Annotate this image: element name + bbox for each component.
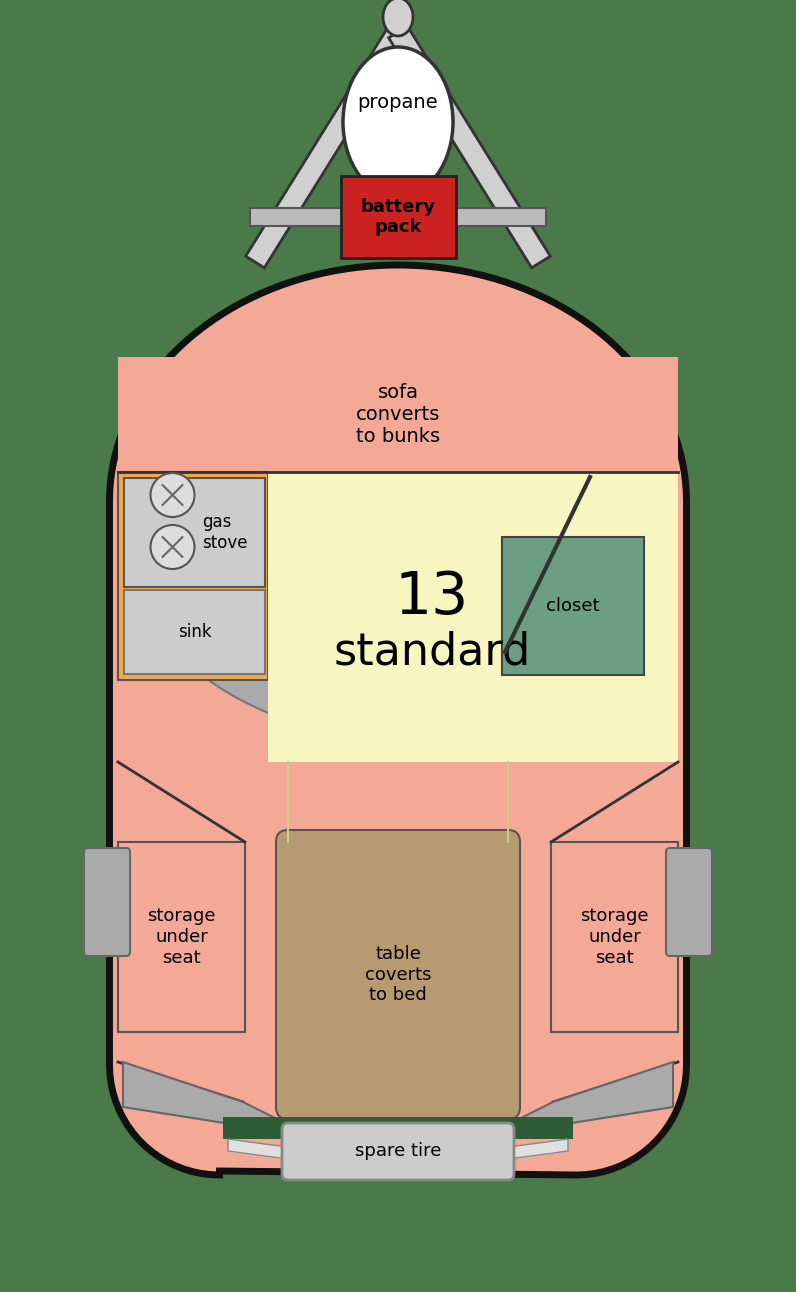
Text: 13: 13: [395, 568, 469, 625]
FancyBboxPatch shape: [124, 590, 265, 674]
FancyBboxPatch shape: [118, 842, 245, 1032]
FancyBboxPatch shape: [250, 208, 546, 226]
Polygon shape: [388, 26, 550, 267]
Text: sofa
converts
to bunks: sofa converts to bunks: [356, 382, 440, 446]
FancyBboxPatch shape: [223, 1118, 573, 1140]
Circle shape: [150, 525, 194, 568]
FancyBboxPatch shape: [276, 829, 520, 1119]
Polygon shape: [118, 762, 678, 1102]
FancyBboxPatch shape: [666, 848, 712, 956]
Text: storage
under
seat: storage under seat: [580, 907, 649, 966]
Text: standard: standard: [334, 630, 531, 673]
Text: closet: closet: [546, 597, 599, 615]
Polygon shape: [246, 26, 408, 267]
Polygon shape: [228, 1140, 568, 1165]
FancyBboxPatch shape: [124, 478, 265, 587]
Polygon shape: [119, 550, 677, 738]
FancyBboxPatch shape: [84, 848, 130, 956]
Ellipse shape: [383, 0, 413, 36]
Circle shape: [150, 473, 194, 517]
FancyBboxPatch shape: [118, 472, 268, 680]
Polygon shape: [110, 265, 686, 1174]
Text: sink: sink: [178, 623, 211, 641]
FancyBboxPatch shape: [551, 842, 678, 1032]
FancyBboxPatch shape: [341, 176, 455, 258]
Polygon shape: [483, 1062, 673, 1137]
Text: table
coverts
to bed: table coverts to bed: [365, 944, 431, 1004]
FancyBboxPatch shape: [268, 472, 678, 762]
Text: spare tire: spare tire: [355, 1142, 441, 1160]
FancyBboxPatch shape: [118, 357, 678, 472]
Text: battery
pack: battery pack: [361, 198, 435, 236]
Polygon shape: [176, 559, 620, 687]
Text: gas
stove: gas stove: [202, 513, 248, 552]
Text: storage
under
seat: storage under seat: [147, 907, 216, 966]
FancyBboxPatch shape: [282, 1123, 514, 1180]
Text: propane: propane: [357, 93, 439, 111]
Polygon shape: [123, 1062, 313, 1137]
FancyBboxPatch shape: [502, 537, 644, 674]
Ellipse shape: [343, 47, 453, 196]
Polygon shape: [228, 1151, 568, 1165]
